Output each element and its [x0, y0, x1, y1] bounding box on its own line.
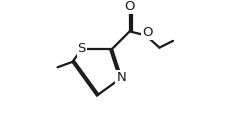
Text: N: N [117, 71, 126, 84]
Text: O: O [124, 0, 135, 13]
Text: S: S [78, 42, 86, 56]
Text: O: O [142, 25, 153, 39]
